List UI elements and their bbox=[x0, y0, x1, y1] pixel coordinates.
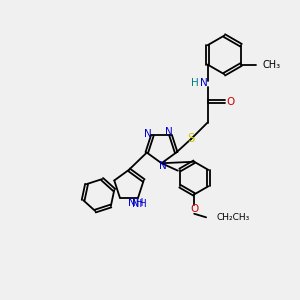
Text: NH: NH bbox=[132, 199, 147, 209]
Text: O: O bbox=[190, 204, 198, 214]
Text: NH: NH bbox=[128, 198, 143, 208]
Text: N: N bbox=[200, 78, 208, 88]
Text: CH₂CH₃: CH₂CH₃ bbox=[217, 213, 250, 222]
Text: H: H bbox=[191, 78, 199, 88]
Text: N: N bbox=[159, 161, 167, 171]
Text: CH₃: CH₃ bbox=[262, 59, 280, 70]
Text: S: S bbox=[188, 132, 195, 146]
Text: O: O bbox=[226, 97, 235, 107]
Text: N: N bbox=[144, 129, 152, 139]
Text: N: N bbox=[165, 127, 173, 137]
